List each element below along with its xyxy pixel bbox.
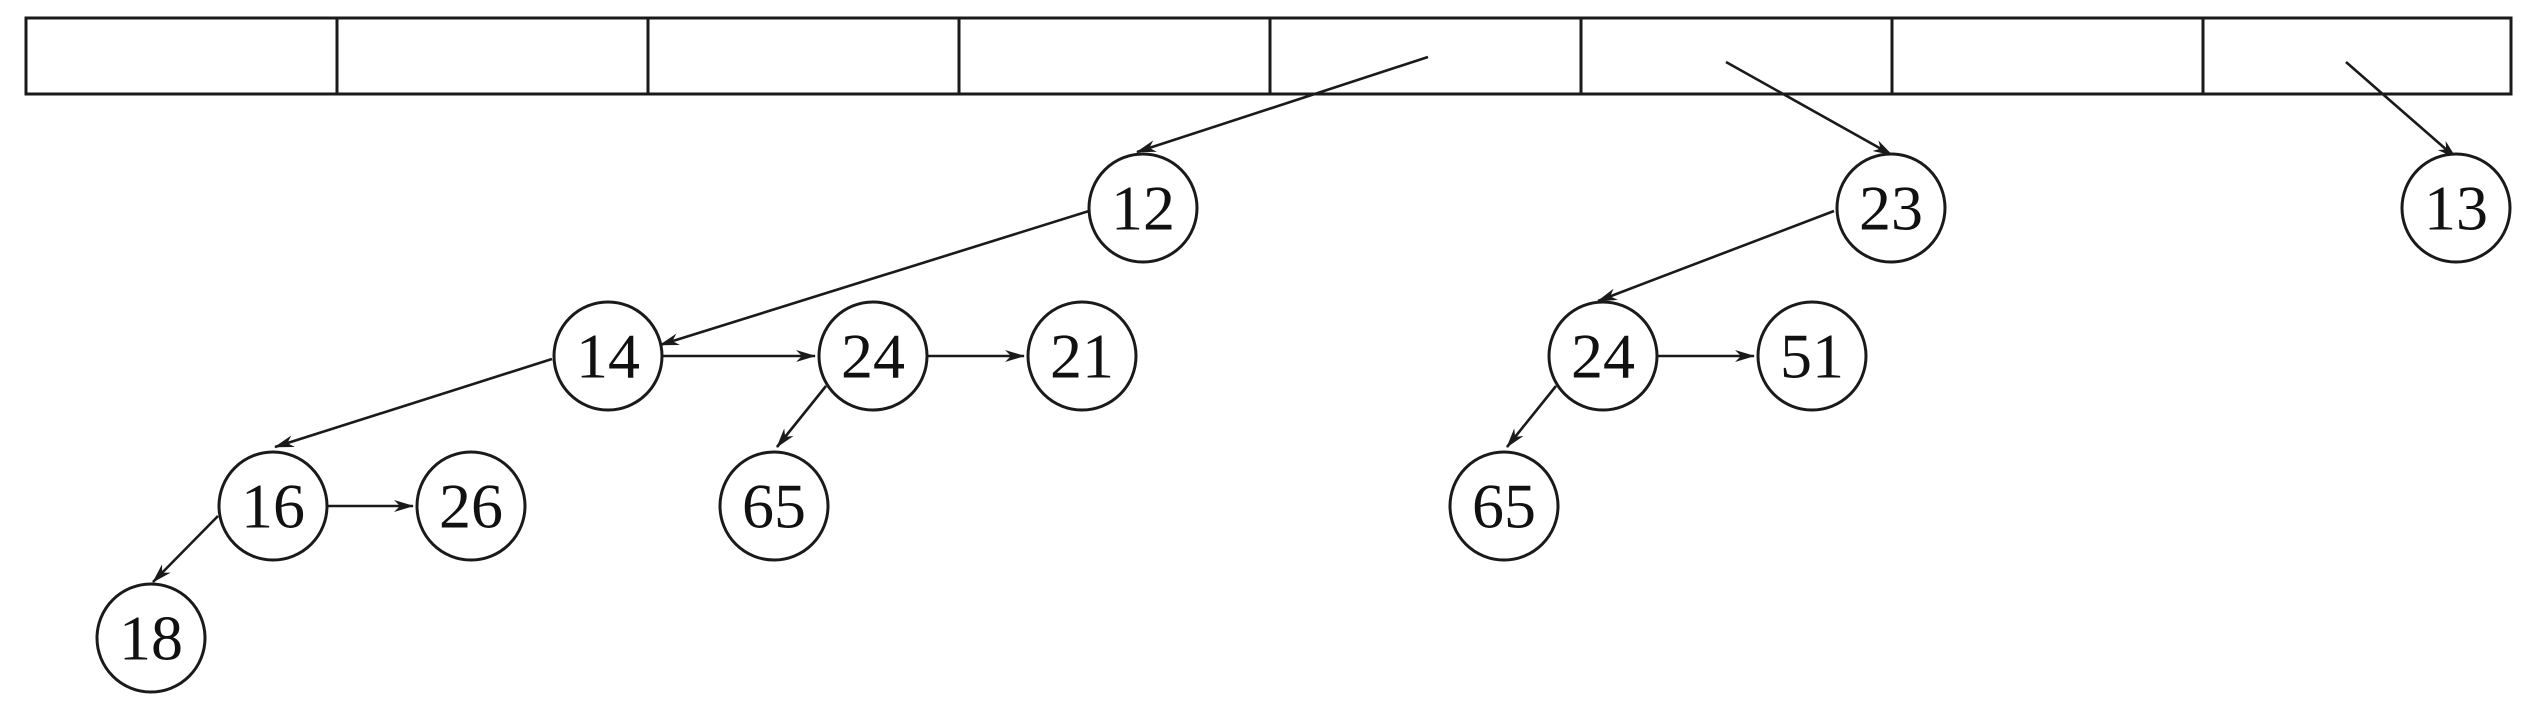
node-51: 51 — [1756, 300, 1868, 412]
node-14-label: 14 — [576, 321, 640, 392]
edge-24-to-65-right — [1505, 385, 1558, 448]
node-26-label: 26 — [439, 471, 503, 542]
edge-slot7-to-13 — [2345, 61, 2457, 159]
node-18-label: 18 — [119, 603, 183, 674]
node-65-label: 65 — [742, 471, 806, 542]
array-slot-3 — [957, 16, 1272, 96]
node-16: 16 — [217, 450, 329, 562]
node-24-label: 24 — [841, 321, 905, 392]
node-24-right: 24 — [1547, 300, 1659, 412]
node-24-right-label: 24 — [1571, 321, 1635, 392]
edge-16-to-18 — [152, 515, 219, 583]
node-14: 14 — [552, 300, 664, 412]
tree-12: 12 14 24 21 16 26 65 18 — [95, 152, 1199, 694]
array-slot-0 — [24, 16, 339, 96]
node-65-right: 65 — [1448, 450, 1560, 562]
node-12: 12 — [1087, 152, 1199, 264]
node-16-label: 16 — [241, 471, 305, 542]
array-slot-6 — [1890, 16, 2205, 96]
node-18: 18 — [95, 582, 207, 694]
tree-23: 23 24 51 65 — [1448, 152, 1947, 562]
node-12-label: 12 — [1111, 173, 1175, 244]
node-13: 13 — [2400, 152, 2512, 264]
node-51-label: 51 — [1780, 321, 1844, 392]
node-65-right-label: 65 — [1472, 471, 1536, 542]
edge-slot5-to-23 — [1725, 60, 1893, 157]
array-slot-4 — [1268, 16, 1583, 96]
edge-slot4-to-12 — [1136, 55, 1429, 154]
edge-23-to-24 — [1597, 209, 1835, 303]
node-23-label: 23 — [1859, 173, 1923, 244]
node-23: 23 — [1835, 152, 1947, 264]
array-slot-1 — [335, 16, 650, 96]
edge-24-to-65 — [775, 385, 828, 448]
node-13-label: 13 — [2424, 173, 2488, 244]
node-65: 65 — [718, 450, 830, 562]
root-array — [24, 16, 2513, 96]
node-24: 24 — [817, 300, 929, 412]
node-26: 26 — [415, 450, 527, 562]
array-slot-2 — [646, 16, 961, 96]
edges — [152, 55, 2457, 583]
array-slot-7 — [2201, 16, 2513, 96]
edge-12-to-14 — [659, 209, 1090, 347]
node-21-label: 21 — [1050, 321, 1114, 392]
tree-13: 13 — [2400, 152, 2512, 264]
edge-14-to-16 — [274, 357, 553, 449]
array-slot-5 — [1579, 16, 1894, 96]
node-21: 21 — [1026, 300, 1138, 412]
